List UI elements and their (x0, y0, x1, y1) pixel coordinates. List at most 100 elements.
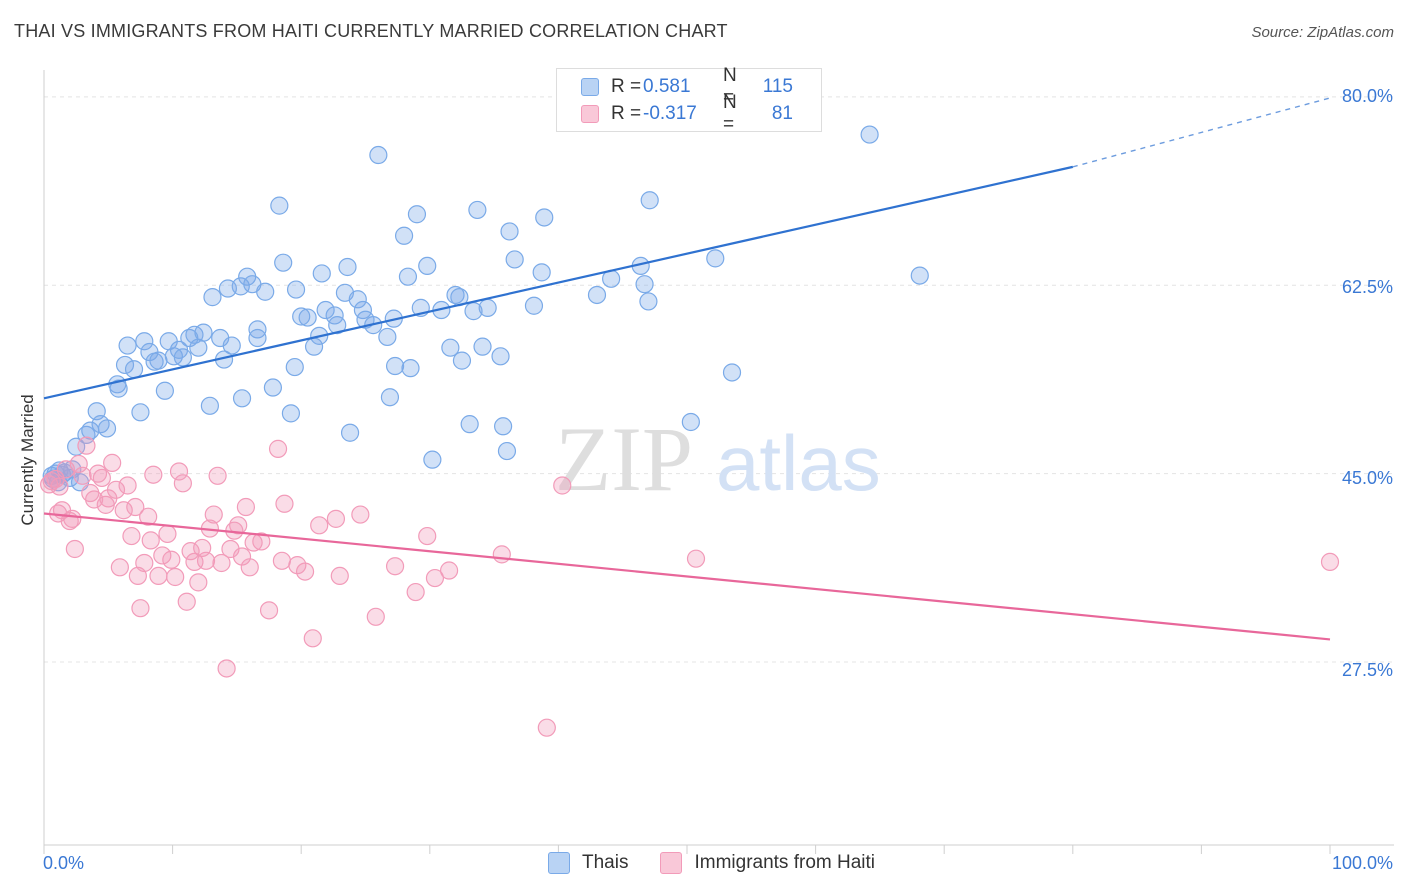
data-point (524, 296, 544, 315)
data-point (124, 360, 144, 379)
data-point (681, 412, 700, 432)
data-point (492, 545, 511, 564)
data-point (452, 351, 472, 370)
data-point (194, 323, 213, 342)
data-point (394, 226, 414, 245)
data-point (252, 532, 271, 551)
data-point (722, 363, 742, 382)
data-point (639, 292, 658, 311)
data-point (208, 466, 227, 485)
data-point (385, 557, 405, 576)
legend-item-haiti[interactable]: Immigrants from Haiti (660, 852, 875, 874)
data-point (407, 205, 427, 224)
data-point (77, 436, 96, 455)
data-point (173, 474, 192, 493)
n-label: N = (723, 65, 737, 108)
data-point (240, 558, 259, 577)
data-point (348, 290, 367, 309)
x-tick-label-min: 0.0% (43, 853, 85, 873)
data-point (298, 308, 317, 327)
data-point (497, 441, 517, 461)
data-point (380, 388, 400, 407)
data-point (155, 381, 174, 400)
data-point (275, 494, 294, 513)
grid-lines (44, 96, 1394, 663)
y-tick-label: 80.0% (1341, 86, 1393, 106)
data-point (69, 454, 88, 474)
data-point (270, 196, 289, 215)
data-point (166, 567, 185, 587)
data-point (366, 607, 385, 626)
data-point (200, 396, 219, 415)
data-point (139, 507, 158, 526)
data-point (189, 573, 208, 592)
data-point (1320, 552, 1340, 572)
data-point (338, 257, 357, 277)
data-point (158, 524, 177, 544)
data-point (505, 250, 524, 269)
data-point (85, 490, 104, 509)
data-point (468, 200, 487, 220)
data-point (109, 379, 128, 398)
data-point (222, 336, 241, 355)
data-point (149, 351, 168, 370)
data-point (65, 539, 84, 559)
data-point (635, 275, 654, 294)
watermark-atlas: atlas (716, 419, 881, 507)
data-point (340, 423, 360, 442)
data-point (135, 553, 154, 573)
r-label: R = (611, 76, 642, 97)
data-point (460, 415, 479, 434)
data-point (500, 222, 519, 241)
data-point (326, 509, 346, 528)
data-point (103, 453, 122, 472)
data-point (212, 553, 231, 573)
data-point (92, 468, 111, 488)
data-point (232, 389, 252, 408)
data-point (256, 282, 275, 301)
thais-swatch (548, 852, 570, 874)
data-point (196, 551, 216, 570)
watermark-zip: ZIP (555, 408, 693, 510)
series-haiti-points (40, 436, 1340, 737)
data-point (418, 526, 437, 546)
data-point (494, 417, 513, 436)
data-point (272, 551, 292, 570)
data-point (169, 462, 189, 481)
data-point (369, 145, 388, 165)
data-point (706, 249, 725, 268)
data-point (236, 497, 256, 517)
data-point (398, 267, 418, 286)
data-point (285, 357, 304, 377)
trend-lines (43, 97, 1331, 641)
legend-item-thais[interactable]: Thais (548, 852, 628, 874)
data-point (141, 531, 160, 550)
data-point (295, 562, 315, 581)
data-point (118, 336, 137, 355)
legend-label: Thais (582, 852, 629, 873)
data-point (144, 465, 163, 484)
data-point (259, 601, 279, 620)
source-credit: Source: ZipAtlas.com (1251, 24, 1394, 41)
stats-row-thais: R = 0.581 N = 115 (581, 65, 793, 108)
data-point (73, 466, 92, 485)
data-point (135, 332, 154, 351)
trend-line-thais-projection (1072, 97, 1331, 168)
data-point (274, 253, 293, 272)
data-point (640, 191, 659, 210)
trend-line-haiti (43, 512, 1331, 641)
data-point (310, 516, 329, 535)
data-point (860, 125, 879, 144)
data-point (439, 561, 459, 580)
legend-label: Immigrants from Haiti (694, 852, 875, 873)
data-point (532, 263, 551, 282)
data-point (473, 337, 492, 356)
data-point (203, 288, 222, 307)
data-point (330, 566, 349, 586)
data-point (535, 208, 554, 227)
data-point (316, 300, 335, 320)
x-tick-label-max: 100.0% (1331, 853, 1393, 873)
data-point (418, 256, 437, 276)
data-point (312, 264, 331, 283)
